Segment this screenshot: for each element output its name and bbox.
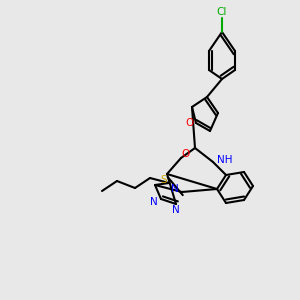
Text: N: N <box>172 205 180 215</box>
Text: O: O <box>185 118 193 128</box>
Text: O: O <box>182 149 190 159</box>
Text: N: N <box>171 184 179 194</box>
Text: NH: NH <box>217 155 233 165</box>
Text: N: N <box>150 197 158 207</box>
Text: S: S <box>161 175 167 185</box>
Text: Cl: Cl <box>217 7 227 17</box>
